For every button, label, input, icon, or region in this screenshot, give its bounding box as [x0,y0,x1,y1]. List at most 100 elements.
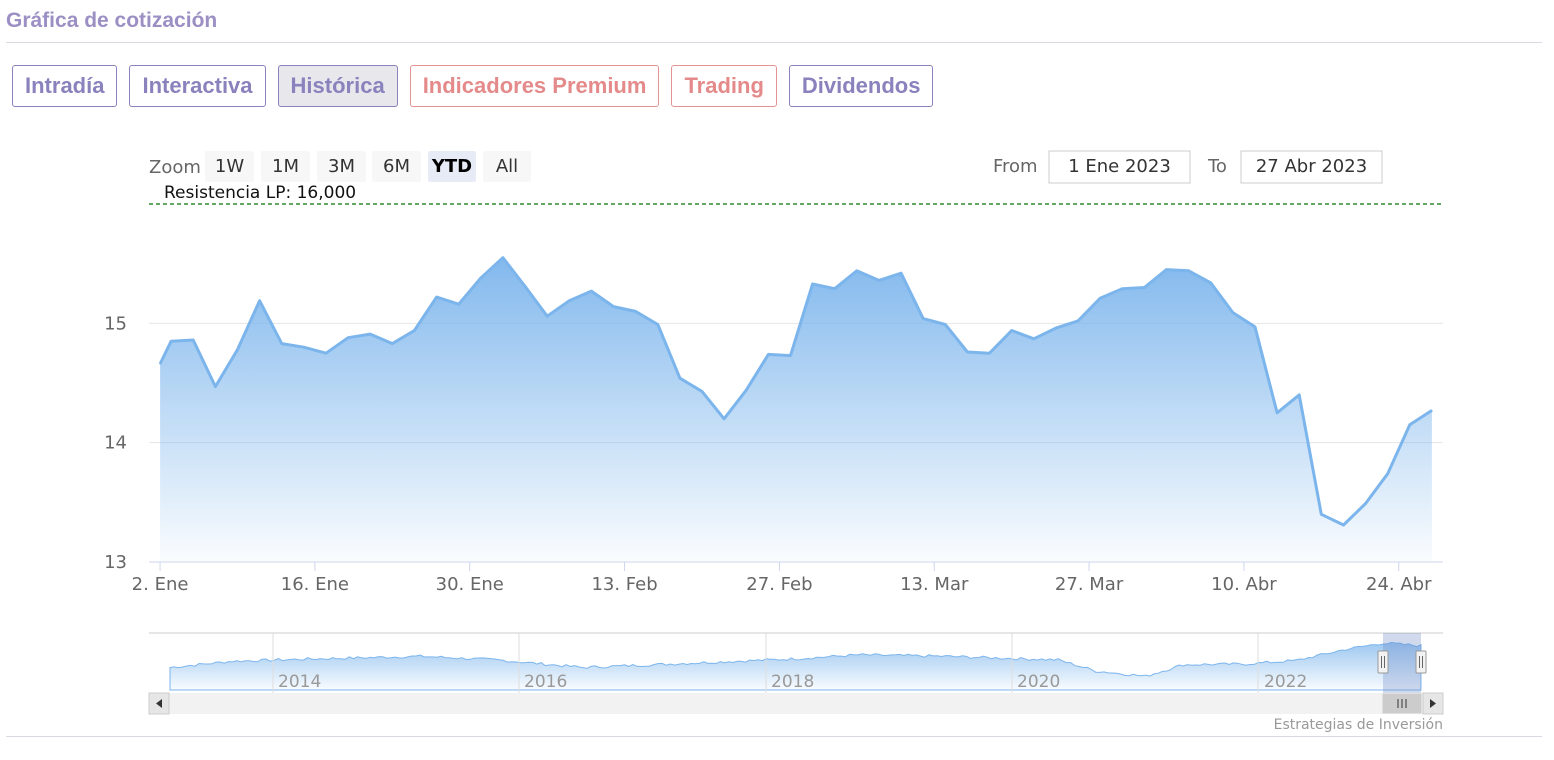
price-point [347,337,349,339]
tab-label: Interactiva [142,73,253,98]
navigator-right-handle[interactable] [1415,650,1427,674]
price-point [1033,338,1035,340]
price-point [1254,326,1256,328]
price-point [413,329,416,332]
scrollbar-track[interactable] [149,693,1443,714]
navigator-year-label: 2018 [771,672,814,692]
zoom-buttons: 1W 1M 3M 6M YTD All [205,151,531,182]
zoom-all-button[interactable]: All [483,151,531,182]
price-point [524,285,526,287]
price-point [944,323,946,326]
zoom-3m-button[interactable]: 3M [317,151,366,182]
price-point [811,283,814,285]
price-point [1232,311,1234,314]
price-point [1431,409,1433,412]
navigator-year-lines [272,633,1259,693]
navigator-left-handle[interactable] [1377,650,1389,674]
price-point [458,303,460,305]
tab-label: Dividendos [801,73,921,98]
zoom-6m-button[interactable]: 6M [372,151,421,182]
x-tick-label: 30. Ene [436,574,504,595]
svg-text:1M: 1M [272,156,299,177]
page-title: Gráfica de cotización [6,9,218,32]
price-point [1188,270,1190,272]
tab-label: Histórica [290,73,385,98]
price-point [1165,269,1168,271]
y-tick-label: 13 [104,552,127,573]
price-point [159,363,161,365]
price-point [1320,513,1322,515]
price-points [159,257,1433,526]
y-axis-labels: 13 14 15 [104,313,127,573]
from-date-input[interactable] [1048,150,1191,184]
x-tick-label: 27. Mar [1055,574,1124,595]
to-date-input[interactable] [1240,150,1383,184]
to-label: To [1207,156,1227,177]
price-point [1121,288,1123,290]
x-tick-label: 2. Ene [132,574,189,595]
zoom-ytd-button[interactable]: YTD [428,151,476,182]
tab-intradia[interactable]: Intradía [12,65,118,107]
x-tick-label: 27. Feb [746,574,812,595]
tab-trading[interactable]: Trading [671,65,777,107]
tab-label: Intradía [25,73,105,98]
resistance-label: Resistencia LP: 16,000 [164,183,356,203]
scrollbar-thumb[interactable] [1382,693,1422,714]
zoom-1m-button[interactable]: 1M [261,151,310,182]
zoom-label: Zoom [149,157,201,178]
tab-indicadores-premium[interactable]: Indicadores Premium [409,65,660,107]
price-point [834,288,836,290]
price-point [635,310,637,312]
price-point [590,290,592,292]
scrollbar-right-button[interactable] [1422,692,1444,715]
price-point [546,315,548,317]
navigator-series [169,641,1422,691]
navigator[interactable]: 2014 2016 2018 2020 2022 [148,632,1444,715]
price-point [236,348,239,351]
price-point [1055,327,1057,329]
zoom-1w-button[interactable]: 1W [205,151,254,182]
navigator-year-label: 2016 [524,672,567,692]
price-point [1364,502,1367,505]
svg-text:6M: 6M [383,156,410,177]
navigator-selection[interactable] [1383,633,1421,693]
price-point [789,354,792,357]
price-point [435,296,438,298]
price-point [701,390,703,392]
svg-text:All: All [496,156,518,177]
price-point [480,277,482,279]
price-point [1387,473,1389,475]
tab-label: Trading [684,73,764,98]
tab-dividendos[interactable]: Dividendos [788,65,934,107]
price-point [369,333,371,335]
navigator-year-label: 2022 [1264,672,1307,692]
price-point [1011,329,1013,332]
price-point [325,352,327,354]
price-point [1143,286,1145,289]
chart-tabs: Intradía Interactiva Histórica Indicador… [12,65,934,107]
tab-historica[interactable]: Histórica [277,65,398,107]
price-point [745,389,747,391]
y-tick-label: 15 [104,313,127,334]
price-point [856,270,858,272]
svg-text:1W: 1W [215,156,244,177]
y-tick-label: 14 [104,433,127,454]
navigator-year-labels: 2014 2016 2018 2020 2022 [278,672,1307,692]
tab-interactiva[interactable]: Interactiva [129,65,266,107]
x-tick-label: 24. Abr [1366,574,1432,595]
to-date-value: 27 Abr 2023 [1256,156,1367,177]
price-point [1409,424,1411,426]
price-point [1276,412,1278,414]
scrollbar-left-button[interactable] [148,692,170,715]
price-point [281,343,283,345]
svg-text:YTD: YTD [431,156,472,177]
x-tick-label: 13. Mar [900,574,969,595]
price-point [612,306,615,308]
price-point [1298,394,1300,396]
price-point [900,272,902,274]
price-point [988,352,991,354]
price-point [1210,282,1212,284]
tab-label: Indicadores Premium [422,73,647,98]
price-point [170,340,172,342]
